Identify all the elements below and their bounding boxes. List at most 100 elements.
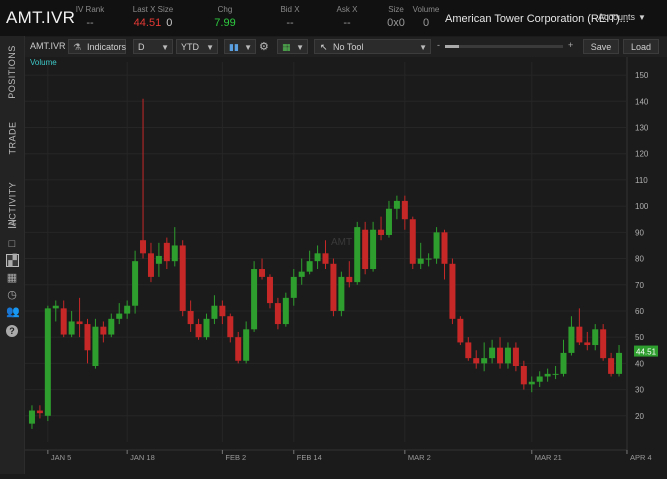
candle-body[interactable]	[338, 276, 345, 311]
help-icon[interactable]: ?	[6, 325, 18, 337]
candle-body[interactable]	[60, 308, 67, 335]
square-icon[interactable]: □	[8, 238, 16, 250]
candle-body[interactable]	[227, 316, 234, 338]
candle-body[interactable]	[116, 313, 123, 319]
candle-body[interactable]	[219, 305, 226, 317]
candle-body[interactable]	[401, 200, 408, 220]
chart-icon[interactable]: ▞	[6, 254, 19, 267]
load-button[interactable]: Load	[623, 39, 659, 54]
candle-body[interactable]	[457, 318, 464, 343]
tab-trade[interactable]: TRADE	[0, 108, 24, 168]
people-icon[interactable]: 👥	[6, 306, 20, 318]
drawing-color-select[interactable]: ▦ ▼	[277, 39, 308, 54]
candle-body[interactable]	[140, 240, 147, 254]
period-select[interactable]: D ▼	[133, 39, 173, 54]
symbol-title[interactable]: AMT.IVR	[6, 8, 76, 27]
grid-icon[interactable]: ▦	[6, 272, 18, 284]
candle-body[interactable]	[489, 347, 496, 359]
candle-body[interactable]	[481, 358, 488, 364]
candle-body[interactable]	[378, 229, 385, 235]
candle-body[interactable]	[243, 329, 250, 361]
candle-body[interactable]	[132, 261, 139, 306]
candle-body[interactable]	[441, 232, 448, 264]
candle-body[interactable]	[203, 318, 210, 338]
candle-body[interactable]	[346, 276, 353, 283]
zoom-in-button[interactable]: +	[568, 40, 574, 50]
candle-body[interactable]	[616, 352, 623, 374]
candle-body[interactable]	[251, 269, 258, 330]
chart-style-select[interactable]: ▮▮ ▼	[224, 39, 256, 54]
tool-select[interactable]: ↖ No Tool ▼	[314, 39, 431, 54]
list-icon[interactable]: ☰	[7, 219, 17, 231]
candle-body[interactable]	[298, 271, 305, 277]
tab-positions[interactable]: POSITIONS	[0, 38, 24, 106]
candle-body[interactable]	[322, 253, 329, 264]
candle-body[interactable]	[44, 308, 51, 416]
zoom-out-button[interactable]: -	[437, 40, 440, 50]
save-button[interactable]: Save	[583, 39, 619, 54]
candle-body[interactable]	[52, 305, 59, 309]
candle-body[interactable]	[560, 352, 567, 374]
candle-body[interactable]	[290, 276, 297, 298]
clock-icon[interactable]: ◷	[7, 289, 17, 301]
candle-body[interactable]	[449, 263, 456, 319]
candle-body[interactable]	[592, 329, 599, 346]
candle-body[interactable]	[544, 373, 551, 377]
candle-body[interactable]	[330, 263, 337, 311]
candle-body[interactable]	[425, 258, 432, 260]
candle-body[interactable]	[28, 410, 35, 424]
candle-body[interactable]	[100, 326, 107, 335]
candle-body[interactable]	[504, 347, 511, 364]
candle-body[interactable]	[362, 229, 369, 270]
indicators-button[interactable]: ⚗ Indicators	[68, 39, 126, 54]
candle-body[interactable]	[354, 227, 361, 283]
candle-body[interactable]	[473, 358, 480, 364]
candle-body[interactable]	[497, 347, 504, 364]
candle-body[interactable]	[393, 200, 400, 209]
candle-body[interactable]	[211, 305, 218, 319]
candle-body[interactable]	[528, 381, 535, 385]
candle-body[interactable]	[155, 255, 162, 264]
candle-body[interactable]	[84, 324, 91, 351]
zoom-slider[interactable]	[445, 45, 563, 48]
candle-body[interactable]	[385, 208, 392, 235]
price-chart[interactable]: AMT 20 30 40 50 60 70 80 90 100 110 120 130 140 150 44.…	[25, 57, 667, 474]
candle-body[interactable]	[147, 253, 154, 277]
candle-body[interactable]	[465, 342, 472, 359]
accounts-dropdown[interactable]: Accounts ▼	[598, 12, 646, 22]
candle-body[interactable]	[68, 321, 75, 335]
candle-body[interactable]	[282, 297, 289, 325]
candle-body[interactable]	[171, 245, 178, 262]
candle-body[interactable]	[259, 269, 266, 277]
candle-body[interactable]	[409, 219, 416, 264]
candle-body[interactable]	[92, 326, 99, 366]
candle-body[interactable]	[536, 376, 543, 382]
candle-body[interactable]	[36, 410, 43, 414]
candle-body[interactable]	[306, 261, 313, 272]
candle-body[interactable]	[417, 258, 424, 264]
candle-body[interactable]	[608, 358, 615, 374]
candle-body[interactable]	[187, 310, 194, 325]
candle-body[interactable]	[124, 305, 131, 314]
zoom-slider-handle[interactable]	[445, 45, 459, 48]
candle-body[interactable]	[584, 342, 591, 346]
candle-body[interactable]	[576, 326, 583, 343]
candle-body[interactable]	[108, 318, 115, 335]
candle-body[interactable]	[195, 324, 202, 338]
candle-body[interactable]	[163, 242, 170, 262]
candle-body[interactable]	[179, 245, 186, 311]
candle-body[interactable]	[568, 326, 575, 353]
candle-body[interactable]	[520, 366, 527, 385]
candle-body[interactable]	[235, 337, 242, 361]
candle-body[interactable]	[266, 276, 273, 304]
gear-icon[interactable]: ⚙	[259, 41, 269, 53]
candle-body[interactable]	[274, 303, 281, 325]
candle-body[interactable]	[552, 373, 559, 375]
candle-body[interactable]	[76, 321, 83, 325]
candle-body[interactable]	[314, 253, 321, 262]
candle-body[interactable]	[512, 347, 519, 366]
chart-area[interactable]: AMT 20 30 40 50 60 70 80 90 100 110 120 130 140 150 44.…	[25, 57, 667, 474]
range-select[interactable]: YTD ▼	[176, 39, 218, 54]
candle-body[interactable]	[600, 329, 607, 359]
candle-body[interactable]	[370, 229, 377, 270]
